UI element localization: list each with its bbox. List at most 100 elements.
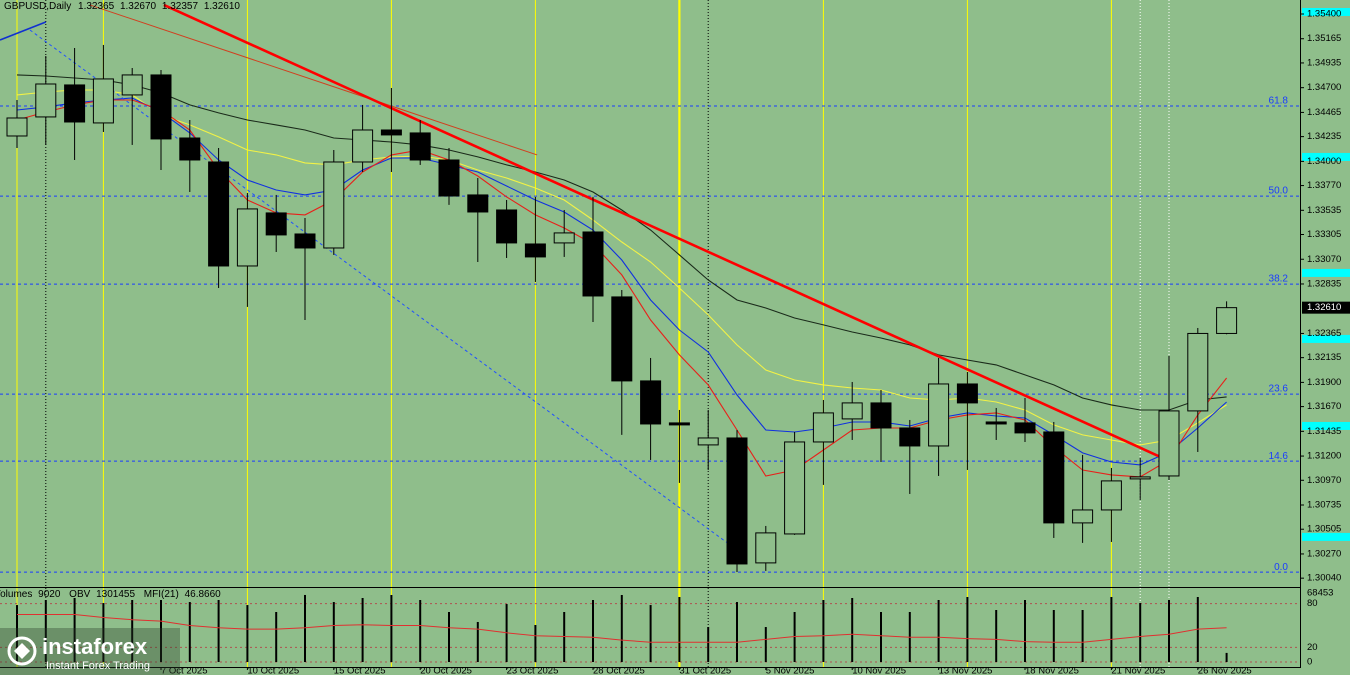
y-tick-label: 1.31435 <box>1307 426 1341 437</box>
legend-name: OBV <box>69 589 90 600</box>
x-tick-label: 20 Oct 2025 <box>420 666 472 675</box>
candle-body <box>121 74 143 96</box>
y-tick-label: 1.32135 <box>1307 352 1341 363</box>
candle-body <box>1014 422 1036 434</box>
x-tick-label: 26 Nov 2025 <box>1198 666 1252 675</box>
candle-body <box>438 159 460 197</box>
main-panel: 61.8 50.0 38.2 23.6 14.6 0.0 <box>0 3 1300 573</box>
symbol: GBPUSD,Daily <box>4 1 71 12</box>
candle-body <box>467 194 489 213</box>
candle-body <box>697 437 719 446</box>
y-tick-label: 1.34235 <box>1307 131 1341 142</box>
y-tick-label: 1.33770 <box>1307 180 1341 191</box>
y-tick-label: 1.34935 <box>1307 57 1341 68</box>
candle-body <box>236 208 258 267</box>
y-tick-label: 1.30040 <box>1307 573 1341 584</box>
candle-body <box>179 137 201 161</box>
watermark-backdrop <box>0 628 180 675</box>
candle-body <box>899 427 921 447</box>
level-marker <box>1302 152 1350 161</box>
legend-value: 1301455 <box>96 589 135 600</box>
candle-body <box>524 243 546 258</box>
candle-body <box>208 161 230 267</box>
legend-value: 46.8660 <box>185 589 222 600</box>
mfi-line <box>17 614 1227 643</box>
axes: 1.35400 1.35165 1.34935 1.34700 1.34465 1.342… <box>160 7 1350 675</box>
watermark-icon <box>14 643 30 659</box>
candle-body <box>1072 509 1094 524</box>
vertical-lines <box>16 0 1170 667</box>
candle-body <box>668 422 690 426</box>
fib-label: 61.8 <box>1269 96 1289 107</box>
candle-body <box>265 212 287 236</box>
candle-body <box>726 437 748 565</box>
candle-body <box>1100 480 1122 511</box>
trend-line <box>29 29 731 546</box>
watermark-brand: instaforex <box>42 634 148 659</box>
volume-max-label: 68453 <box>1307 588 1333 599</box>
candle-body <box>1043 431 1065 524</box>
level-marker <box>1302 532 1350 541</box>
x-tick-label: 31 Oct 2025 <box>679 666 731 675</box>
y2-tick-label: 0 <box>1307 657 1312 668</box>
trend-line <box>0 21 47 41</box>
candle-body <box>870 402 892 429</box>
y-tick-label: 1.30505 <box>1307 524 1341 535</box>
candle-body <box>928 383 950 447</box>
fib-label: 50.0 <box>1269 186 1289 197</box>
y-tick-label: 1.35400 <box>1307 9 1341 20</box>
fib-label: 0.0 <box>1274 562 1288 573</box>
level-marker <box>1302 7 1350 16</box>
x-tick-label: 10 Oct 2025 <box>247 666 299 675</box>
y2-tick-label: 80 <box>1307 598 1318 609</box>
candle-body <box>496 209 518 244</box>
fib-label: 23.6 <box>1269 384 1289 395</box>
y-tick-label: 1.35165 <box>1307 33 1341 44</box>
fib-label: 38.2 <box>1269 274 1289 285</box>
x-tick-label: 23 Oct 2025 <box>507 666 559 675</box>
y-tick-label: 1.30270 <box>1307 548 1341 559</box>
candle-body <box>1187 332 1209 412</box>
candle-body <box>812 412 834 443</box>
x-tick-label: 7 Oct 2025 <box>161 666 207 675</box>
y-tick-label: 1.34465 <box>1307 107 1341 118</box>
trend-line <box>89 4 538 156</box>
level-marker <box>1302 421 1350 430</box>
last-price-label: 1.32610 <box>1307 302 1341 313</box>
x-tick-label: 28 Oct 2025 <box>593 666 645 675</box>
candle-body <box>409 132 431 161</box>
candle-body <box>1158 410 1180 477</box>
x-tick-label: 13 Nov 2025 <box>939 666 993 675</box>
candle-body <box>1129 476 1151 480</box>
level-marker <box>1302 268 1350 277</box>
y-tick-label: 1.31200 <box>1307 451 1341 462</box>
legend-name: MFI(21) <box>144 589 179 600</box>
candle-body <box>35 83 57 118</box>
candle-body <box>92 78 114 124</box>
candle-body <box>294 233 316 249</box>
y-tick-label: 1.33070 <box>1307 254 1341 265</box>
indicator-legend: Volumes 9020 OBV 1301455 MFI(21) 46.8660 <box>0 589 221 600</box>
candle-body <box>784 441 806 535</box>
candle-body <box>352 129 374 163</box>
candle-body <box>1216 307 1238 334</box>
y2-tick-label: 20 <box>1307 642 1318 653</box>
candle-body <box>553 232 575 244</box>
y-tick-label: 1.31900 <box>1307 377 1341 388</box>
candle-body <box>323 161 345 249</box>
watermark-icon <box>7 636 37 666</box>
x-tick-label: 15 Oct 2025 <box>334 666 386 675</box>
candle-body <box>611 296 633 382</box>
candle-body <box>956 383 978 404</box>
quote-close: 1.32610 <box>204 1 241 12</box>
moving-average <box>16 74 1227 411</box>
legend-value: 9020 <box>38 589 61 600</box>
legend-name: Volumes <box>0 589 32 600</box>
candle-body <box>640 380 662 425</box>
candle-body <box>150 74 172 140</box>
trend-line <box>163 3 1161 459</box>
y-tick-label: 1.32365 <box>1307 328 1341 339</box>
level-marker <box>1302 334 1350 343</box>
y-tick-label: 1.30970 <box>1307 475 1341 486</box>
